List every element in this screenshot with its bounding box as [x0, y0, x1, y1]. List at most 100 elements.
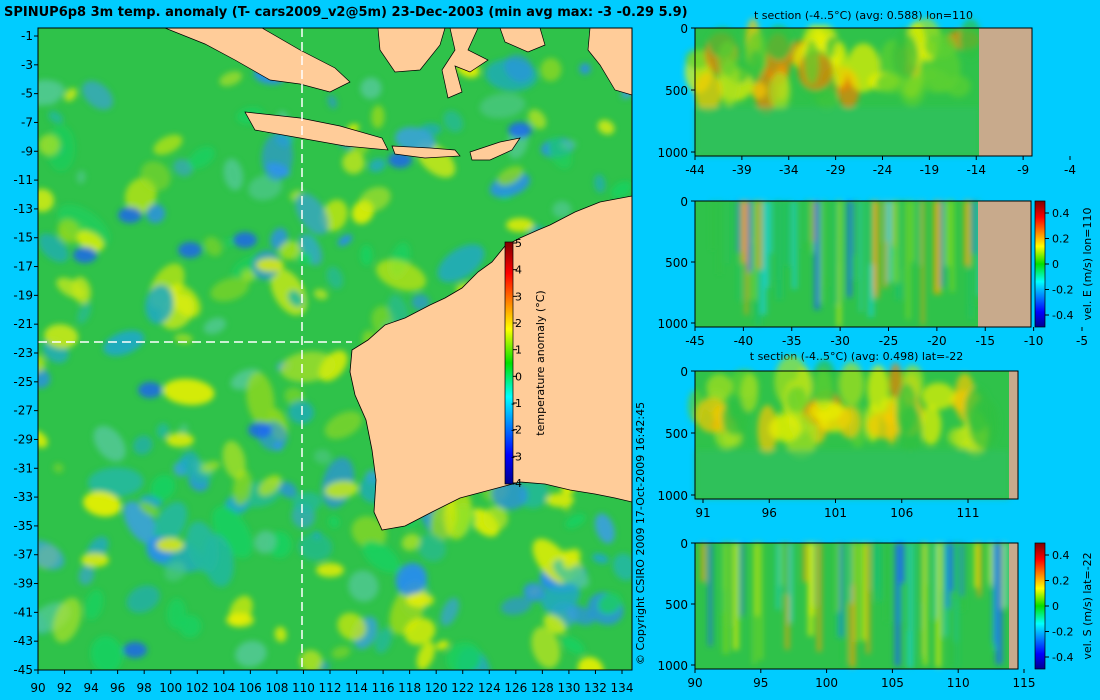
depth-tick-label: 0 [680, 22, 688, 36]
section-colorbar-gradient [1034, 200, 1046, 328]
latitude-label: -31 [13, 461, 33, 475]
section-frame [694, 542, 1019, 670]
depth-tick-label: 500 [665, 427, 688, 441]
section-x-tick-label: 90 [687, 676, 702, 690]
section-colorbar-tick: -0.4 [1052, 309, 1073, 322]
java-landmass [244, 111, 389, 151]
longitude-label: 104 [212, 681, 235, 695]
section-colorbar-tick: -0.2 [1052, 284, 1073, 297]
colorbar-tick-label: -1 [511, 397, 522, 410]
section-colorbar-tick: 0.2 [1052, 233, 1070, 246]
map-latitude-labels: -1 -3 -5 -7 -9 -11 -13 -15 -17 -19 -21 -23 -25 -27 -29… [13, 29, 38, 677]
map-colorbar-gradient [504, 241, 514, 485]
section-x-tick-label: 100 [815, 676, 838, 690]
section-colorbar-tick: 0.4 [1052, 549, 1070, 562]
longitude-label: 126 [504, 681, 527, 695]
section-x-tick-label: -44 [685, 163, 705, 177]
latitude-label: -1 [21, 29, 33, 43]
section-colorbar-tick: 0 [1052, 600, 1059, 613]
longitude-label: 116 [372, 681, 395, 695]
colorbar-tick-label: -4 [511, 477, 522, 490]
section-colorbar-tick: 0.4 [1052, 207, 1070, 220]
section-colorbar-tick: 0.2 [1052, 575, 1070, 588]
depth-tick-label: 0 [680, 195, 688, 209]
colorbar-tick-label: 1 [515, 344, 522, 357]
latitude-label: -11 [13, 173, 33, 187]
section-x-tick-label: -14 [966, 163, 986, 177]
sulawesi-landmass [441, 28, 489, 99]
map-title: SPINUP6p8 3m temp. anomaly (T- cars2009_… [4, 5, 688, 20]
colorbar-tick-label: 3 [515, 290, 522, 303]
section-colorbar-label: vel. S (m/s) lat=-22 [1081, 552, 1094, 659]
depth-tick-label: 0 [680, 537, 688, 551]
latitude-label: -13 [13, 202, 33, 216]
latitude-label: -41 [13, 605, 33, 619]
latitude-label: -23 [13, 346, 33, 360]
section-panel-t-section-lat: t section (-4..5°C) (avg: 0.498) lat=-22… [657, 350, 1019, 520]
longitude-label: 114 [345, 681, 368, 695]
section-frame [694, 27, 1033, 157]
section-land [1009, 543, 1018, 669]
section-colorbar-label: vel. E (m/s) lon=110 [1081, 208, 1094, 321]
longitude-label: 102 [186, 681, 209, 695]
longitude-label: 100 [159, 681, 182, 695]
section-colorbar-gradient [1034, 542, 1046, 670]
section-x-tick-label: 101 [824, 506, 847, 520]
borneo-landmass [377, 28, 446, 73]
depth-tick-label: 1000 [657, 146, 688, 160]
section-panel-t-section-lon: t section (-4..5°C) (avg: 0.588) lon=110… [657, 9, 1076, 177]
section-x-tick-label: 115 [1013, 676, 1036, 690]
latitude-label: -43 [13, 634, 33, 648]
longitude-label: 110 [292, 681, 315, 695]
timor-landmass [469, 137, 521, 161]
section-title: t section (-4..5°C) (avg: 0.498) lat=-22 [750, 350, 963, 363]
section-land [1009, 371, 1018, 499]
sumatra-landmass [164, 28, 351, 93]
latitude-label: -15 [13, 231, 33, 245]
section-x-tick-label: -5 [1076, 334, 1088, 348]
depth-tick-label: 1000 [657, 489, 688, 503]
longitude-label: 108 [265, 681, 288, 695]
depth-tick-label: 1000 [657, 659, 688, 673]
longitude-label: 132 [584, 681, 607, 695]
latitude-label: -17 [13, 260, 33, 274]
latitude-label: -19 [13, 288, 33, 302]
section-x-tick-label: -39 [732, 163, 752, 177]
depth-tick-label: 500 [665, 84, 688, 98]
latitude-label: -25 [13, 375, 33, 389]
colorbar-tick-label: -3 [511, 450, 522, 463]
latitude-label: -33 [13, 490, 33, 504]
map-colorbar-label: temperature anomaly (°C) [534, 290, 547, 435]
latitude-label: -45 [13, 663, 33, 677]
section-x-tick-label: -35 [782, 334, 802, 348]
section-x-tick-label: 91 [695, 506, 710, 520]
latitude-label: -7 [21, 115, 33, 129]
section-x-tick-label: 106 [890, 506, 913, 520]
copyright-text: © Copyright CSIRO 2009 17-Oct-2009 16:42… [634, 402, 647, 665]
colorbar-tick-label: -2 [511, 424, 522, 437]
section-x-tick-label: 95 [753, 676, 768, 690]
longitude-label: 112 [319, 681, 342, 695]
depth-tick-label: 0 [680, 365, 688, 379]
longitude-label: 130 [557, 681, 580, 695]
section-x-tick-label: -25 [879, 334, 899, 348]
depth-tick-label: 1000 [657, 317, 688, 331]
section-x-tick-label: -15 [975, 334, 995, 348]
longitude-label: 128 [531, 681, 554, 695]
section-x-tick-label: -20 [927, 334, 947, 348]
section-panels: t section (-4..5°C) (avg: 0.588) lon=110… [657, 9, 1094, 690]
colorbar-tick-label: 0 [515, 370, 522, 383]
new-guinea-landmass [587, 28, 632, 96]
depth-tick-label: 500 [665, 256, 688, 270]
section-colorbar-tick: -0.2 [1052, 626, 1073, 639]
map-longitude-labels: 90 92 94 96 98 100 102 104 106 108 110 112 114 116 118… [30, 670, 633, 695]
section-title: t section (-4..5°C) (avg: 0.588) lon=110 [754, 9, 973, 22]
latitude-label: -37 [13, 548, 33, 562]
sunda-islands-landmass [391, 145, 461, 159]
latitude-label: -9 [21, 144, 33, 158]
island-landmass [499, 28, 546, 53]
section-x-tick-label: -40 [734, 334, 754, 348]
section-x-tick-label: 110 [947, 676, 970, 690]
latitude-label: -3 [21, 58, 33, 72]
section-colorbar-tick: -0.4 [1052, 651, 1073, 664]
